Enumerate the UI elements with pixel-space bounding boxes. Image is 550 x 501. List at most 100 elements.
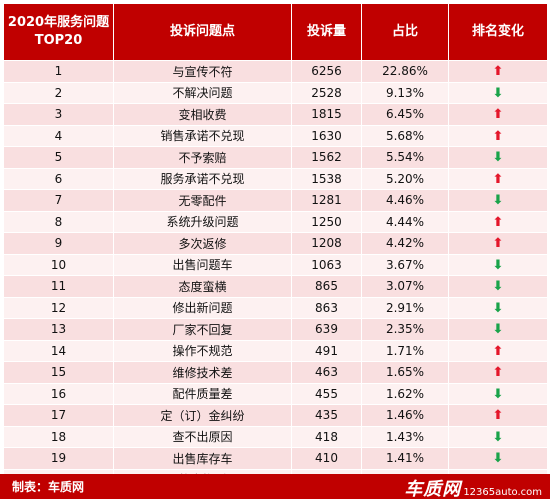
- rank-cell: 10: [3, 254, 114, 276]
- table-row: 14 操作不规范 491 1.71% ⬆: [3, 340, 548, 362]
- share-cell: 1.65%: [361, 361, 449, 384]
- arrow-down-icon: ⬇: [492, 322, 504, 338]
- site-logo: 车质网 12365auto.com: [404, 475, 542, 501]
- rank-change-cell: ⬇: [448, 383, 548, 405]
- count-cell: 639: [291, 318, 362, 341]
- rank-cell: 4: [3, 125, 114, 147]
- arrow-down-icon: ⬇: [492, 386, 504, 402]
- arrow-up-icon: ⬆: [492, 236, 504, 252]
- share-cell: 5.20%: [361, 168, 449, 190]
- table-row: 5 不予索赔 1562 5.54% ⬇: [3, 146, 548, 169]
- rank-cell: 2: [3, 82, 114, 104]
- rank-change-cell: ⬆: [448, 361, 548, 384]
- count-cell: 410: [291, 447, 362, 470]
- share-cell: 5.54%: [361, 146, 449, 169]
- table-row: 7 无零配件 1281 4.46% ⬇: [3, 189, 548, 212]
- rank-change-cell: ⬆: [448, 211, 548, 233]
- share-cell: 22.86%: [361, 60, 449, 83]
- table-body: 1 与宣传不符 6256 22.86% ⬆ 2 不解决问题 2528 9.13% ⬇ 3 变相收费 18…: [3, 60, 548, 491]
- table-row: 12 修出新问题 863 2.91% ⬇: [3, 297, 548, 319]
- rank-change-cell: ⬆: [448, 125, 548, 147]
- rank-cell: 7: [3, 189, 114, 212]
- arrow-down-icon: ⬇: [492, 193, 504, 209]
- table-row: 9 多次返修 1208 4.42% ⬆: [3, 232, 548, 255]
- rank-cell: 19: [3, 447, 114, 470]
- rank-change-cell: ⬇: [448, 146, 548, 169]
- rank-cell: 14: [3, 340, 114, 362]
- share-cell: 1.62%: [361, 383, 449, 405]
- rank-cell: 3: [3, 103, 114, 126]
- header-rank-change: 排名变化: [448, 3, 548, 61]
- count-cell: 418: [291, 426, 362, 448]
- count-cell: 435: [291, 404, 362, 427]
- complaints-table-container: 2020年服务问题TOP20 投诉问题点 投诉量 占比 排名变化 1 与宣传不符 6…: [3, 3, 548, 491]
- complaints-table: 2020年服务问题TOP20 投诉问题点 投诉量 占比 排名变化 1 与宣传不符 6…: [3, 3, 548, 491]
- share-cell: 1.71%: [361, 340, 449, 362]
- count-cell: 1208: [291, 232, 362, 255]
- count-cell: 491: [291, 340, 362, 362]
- count-cell: 863: [291, 297, 362, 319]
- issue-cell: 配件质量差: [113, 383, 292, 405]
- count-cell: 1815: [291, 103, 362, 126]
- count-cell: 1250: [291, 211, 362, 233]
- rank-change-cell: ⬆: [448, 60, 548, 83]
- table-row: 2 不解决问题 2528 9.13% ⬇: [3, 82, 548, 104]
- share-cell: 2.91%: [361, 297, 449, 319]
- rank-change-cell: ⬆: [448, 168, 548, 190]
- rank-change-cell: ⬇: [448, 297, 548, 319]
- share-cell: 2.35%: [361, 318, 449, 341]
- arrow-up-icon: ⬆: [492, 128, 504, 144]
- rank-cell: 18: [3, 426, 114, 448]
- rank-cell: 6: [3, 168, 114, 190]
- rank-cell: 9: [3, 232, 114, 255]
- arrow-down-icon: ⬇: [492, 257, 504, 273]
- issue-cell: 定（订）金纠纷: [113, 404, 292, 427]
- rank-change-cell: ⬇: [448, 426, 548, 448]
- arrow-up-icon: ⬆: [492, 214, 504, 230]
- table-row: 18 查不出原因 418 1.43% ⬇: [3, 426, 548, 448]
- header-count: 投诉量: [291, 3, 362, 61]
- rank-cell: 13: [3, 318, 114, 341]
- issue-cell: 维修技术差: [113, 361, 292, 384]
- rank-change-cell: ⬆: [448, 103, 548, 126]
- share-cell: 6.45%: [361, 103, 449, 126]
- arrow-down-icon: ⬇: [492, 279, 504, 295]
- share-cell: 1.46%: [361, 404, 449, 427]
- count-cell: 1562: [291, 146, 362, 169]
- arrow-up-icon: ⬆: [492, 408, 504, 424]
- arrow-down-icon: ⬇: [492, 150, 504, 166]
- share-cell: 5.68%: [361, 125, 449, 147]
- issue-cell: 变相收费: [113, 103, 292, 126]
- issue-cell: 不解决问题: [113, 82, 292, 104]
- rank-change-cell: ⬇: [448, 318, 548, 341]
- table-row: 10 出售问题车 1063 3.67% ⬇: [3, 254, 548, 276]
- count-cell: 865: [291, 275, 362, 298]
- share-cell: 9.13%: [361, 82, 449, 104]
- rank-change-cell: ⬇: [448, 447, 548, 470]
- rank-change-cell: ⬇: [448, 82, 548, 104]
- issue-cell: 销售承诺不兑现: [113, 125, 292, 147]
- rank-change-cell: ⬇: [448, 275, 548, 298]
- count-cell: 1063: [291, 254, 362, 276]
- issue-cell: 不予索赔: [113, 146, 292, 169]
- count-cell: 1281: [291, 189, 362, 212]
- rank-change-cell: ⬆: [448, 340, 548, 362]
- share-cell: 4.46%: [361, 189, 449, 212]
- rank-cell: 5: [3, 146, 114, 169]
- count-cell: 6256: [291, 60, 362, 83]
- rank-change-cell: ⬇: [448, 189, 548, 212]
- rank-cell: 8: [3, 211, 114, 233]
- arrow-up-icon: ⬆: [492, 107, 504, 123]
- count-cell: 1538: [291, 168, 362, 190]
- header-rank: 2020年服务问题TOP20: [3, 3, 114, 61]
- header-issue: 投诉问题点: [113, 3, 292, 61]
- arrow-down-icon: ⬇: [492, 85, 504, 101]
- arrow-up-icon: ⬆: [492, 365, 504, 381]
- table-row: 4 销售承诺不兑现 1630 5.68% ⬆: [3, 125, 548, 147]
- table-row: 6 服务承诺不兑现 1538 5.20% ⬆: [3, 168, 548, 190]
- arrow-down-icon: ⬇: [492, 451, 504, 467]
- count-cell: 1630: [291, 125, 362, 147]
- table-row: 17 定（订）金纠纷 435 1.46% ⬆: [3, 404, 548, 427]
- issue-cell: 系统升级问题: [113, 211, 292, 233]
- table-row: 3 变相收费 1815 6.45% ⬆: [3, 103, 548, 126]
